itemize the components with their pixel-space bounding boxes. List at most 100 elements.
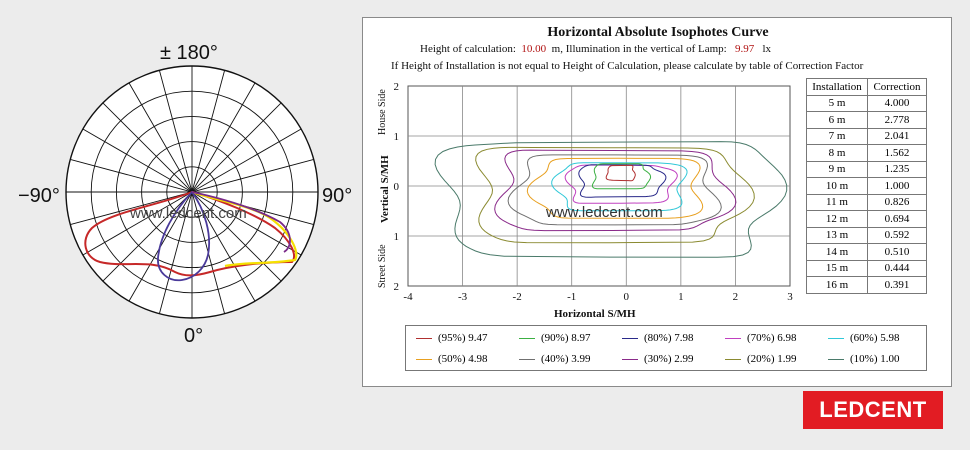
- correction-row: 12 m 0.694: [806, 210, 927, 228]
- x-tick-label: -1: [567, 291, 576, 303]
- chart-title: Horizontal Absolute Isophotes Curve: [547, 25, 769, 40]
- correction-row: 15 m 0.444: [806, 259, 927, 277]
- correction-row: 6 m 2.778: [806, 111, 927, 129]
- legend-swatch: [519, 337, 535, 339]
- y-tick-label: 0: [394, 181, 400, 193]
- ledcent-logo: LEDCENT: [803, 391, 943, 429]
- polar-chart: [65, 65, 319, 319]
- legend-label: (40%) 3.99: [541, 353, 591, 365]
- legend-label: (80%) 7.98: [644, 332, 694, 344]
- isophote-panel: -4 -3 -2 -1 0 1 2 3 2 1 0 1 2 Horizontal Absolute Is…: [362, 17, 952, 387]
- legend-item: (70%) 6.98: [725, 332, 797, 344]
- lamp-value: 9.97: [734, 43, 755, 55]
- calc-unit: m, Illumination in the vertical of Lamp:: [551, 43, 727, 55]
- polar-top-label: ± 180°: [160, 42, 218, 64]
- correction-cell: 2.041: [867, 127, 927, 145]
- legend-label: (95%) 9.47: [438, 332, 488, 344]
- legend-item: (50%) 4.98: [416, 353, 488, 365]
- isophote-contour: [591, 163, 652, 190]
- legend-item: (90%) 8.97: [519, 332, 591, 344]
- correction-cell: 1.000: [867, 177, 927, 195]
- x-tick-label: -4: [403, 291, 413, 303]
- legend-item: (40%) 3.99: [519, 353, 591, 365]
- legend-swatch: [416, 337, 432, 339]
- installation-cell: Installation: [806, 78, 868, 96]
- x-tick-label: 2: [733, 291, 739, 303]
- legend-item: (80%) 7.98: [622, 332, 694, 344]
- legend-item: (10%) 1.00: [828, 353, 900, 365]
- isophote-contour: [605, 164, 636, 182]
- installation-cell: 5 m: [806, 94, 868, 112]
- legend-label: (90%) 8.97: [541, 332, 591, 344]
- legend-label: (30%) 2.99: [644, 353, 694, 365]
- installation-cell: 16 m: [806, 276, 868, 294]
- correction-row: 9 m 1.235: [806, 160, 927, 178]
- correction-row: 10 m 1.000: [806, 177, 927, 195]
- legend-item: (20%) 1.99: [725, 353, 797, 365]
- installation-cell: 13 m: [806, 226, 868, 244]
- calc-label: Height of calculation:: [420, 43, 516, 55]
- legend-item: (95%) 9.47: [416, 332, 488, 344]
- legend-label: (70%) 6.98: [747, 332, 797, 344]
- correction-row: 7 m 2.041: [806, 127, 927, 145]
- x-tick-label: 3: [787, 291, 793, 303]
- correction-row: 8 m 1.562: [806, 144, 927, 162]
- legend: (95%) 9.47 (90%) 8.97 (80%) 7.98 (70%) 6.98…: [405, 325, 927, 371]
- lamp-unit: lx: [762, 43, 772, 55]
- polar-watermark: www.ledcent.com: [130, 205, 247, 222]
- isophote-contour: [564, 164, 678, 204]
- correction-row: 13 m 0.592: [806, 226, 927, 244]
- isophote-contour: [475, 146, 755, 244]
- legend-swatch: [828, 337, 844, 339]
- legend-label: (20%) 1.99: [747, 353, 797, 365]
- installation-cell: 6 m: [806, 111, 868, 129]
- isophote-watermark: www.ledcent.com: [546, 204, 663, 221]
- x-axis-label: Horizontal S/MH: [554, 308, 636, 320]
- y-tick-label: 1: [394, 231, 400, 243]
- polar-curve-blue: [157, 190, 210, 282]
- x-tick-label: -3: [458, 291, 468, 303]
- polar-left-label: −90°: [18, 185, 60, 207]
- house-side-label: House Side: [377, 89, 388, 135]
- correction-row: 11 m 0.826: [806, 193, 927, 211]
- legend-label: (50%) 4.98: [438, 353, 488, 365]
- installation-cell: 8 m: [806, 144, 868, 162]
- legend-swatch: [416, 358, 432, 360]
- legend-swatch: [622, 337, 638, 339]
- correction-cell: 0.592: [867, 226, 927, 244]
- correction-cell: 0.694: [867, 210, 927, 228]
- street-side-label: Street Side: [377, 244, 388, 288]
- installation-cell: 10 m: [806, 177, 868, 195]
- installation-cell: 9 m: [806, 160, 868, 178]
- correction-cell: 0.826: [867, 193, 927, 211]
- installation-cell: 11 m: [806, 193, 868, 211]
- correction-cell: 0.391: [867, 276, 927, 294]
- y-tick-label: 2: [394, 281, 400, 293]
- legend-swatch: [622, 358, 638, 360]
- correction-cell: 0.444: [867, 259, 927, 277]
- legend-item: (60%) 5.98: [828, 332, 900, 344]
- polar-bottom-label: 0°: [184, 325, 204, 347]
- x-tick-label: 1: [678, 291, 684, 303]
- calculation-line: Height of calculation: 10.00 m, Illumina…: [420, 43, 771, 55]
- correction-cell: 2.778: [867, 111, 927, 129]
- polar-curve-purple: [191, 191, 291, 253]
- isophote-contour: [578, 164, 667, 198]
- correction-cell: 1.235: [867, 160, 927, 178]
- installation-cell: 12 m: [806, 210, 868, 228]
- legend-swatch: [519, 358, 535, 360]
- y-tick-label: 2: [394, 81, 400, 93]
- polar-right-label: 90°: [322, 185, 353, 207]
- x-tick-label: -2: [513, 291, 522, 303]
- isophote-contour: [526, 157, 704, 219]
- correction-row: 5 m 4.000: [806, 94, 927, 112]
- calc-value: 10.00: [521, 43, 547, 55]
- correction-cell: Correction: [867, 78, 927, 96]
- legend-swatch: [725, 358, 741, 360]
- legend-label: (10%) 1.00: [850, 353, 900, 365]
- correction-table: Installation Correction 5 m 4.000 6 m 2.778 7 …: [806, 78, 927, 294]
- correction-row: 16 m 0.391: [806, 276, 927, 294]
- isophote-contour: [551, 162, 688, 212]
- installation-cell: 15 m: [806, 259, 868, 277]
- legend-swatch: [828, 358, 844, 360]
